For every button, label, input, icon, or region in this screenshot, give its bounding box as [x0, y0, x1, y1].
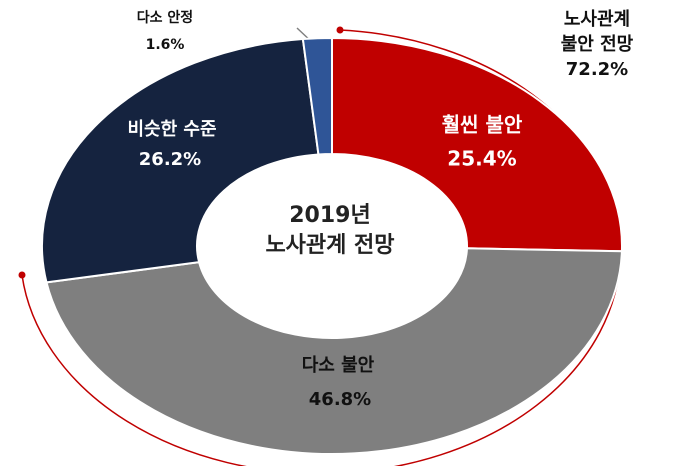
slice [331, 36, 623, 253]
annotation: 72.2% [566, 59, 628, 80]
annotation-dot [18, 271, 26, 279]
value-label: 25.4% [447, 147, 516, 171]
value-label: 1.6% [146, 37, 185, 53]
slice [45, 247, 623, 455]
value-label: 46.8% [309, 389, 371, 410]
center-label: 2019년 [289, 203, 370, 228]
slice [301, 36, 333, 156]
annotation-dot [336, 26, 344, 34]
slices [41, 36, 623, 455]
annotation: 노사관계 [564, 9, 630, 30]
slice-label: 다소 안정 [137, 9, 193, 26]
center-label: 노사관계 전망 [265, 233, 394, 258]
slice-label: 비슷한 수준 [127, 119, 216, 140]
slice-label: 다소 불안 [302, 355, 375, 376]
value-label: 26.2% [139, 149, 201, 170]
slice-label: 훨씬 불안 [442, 113, 523, 137]
slice [41, 37, 320, 284]
annotation: 불안 전망 [561, 34, 634, 55]
